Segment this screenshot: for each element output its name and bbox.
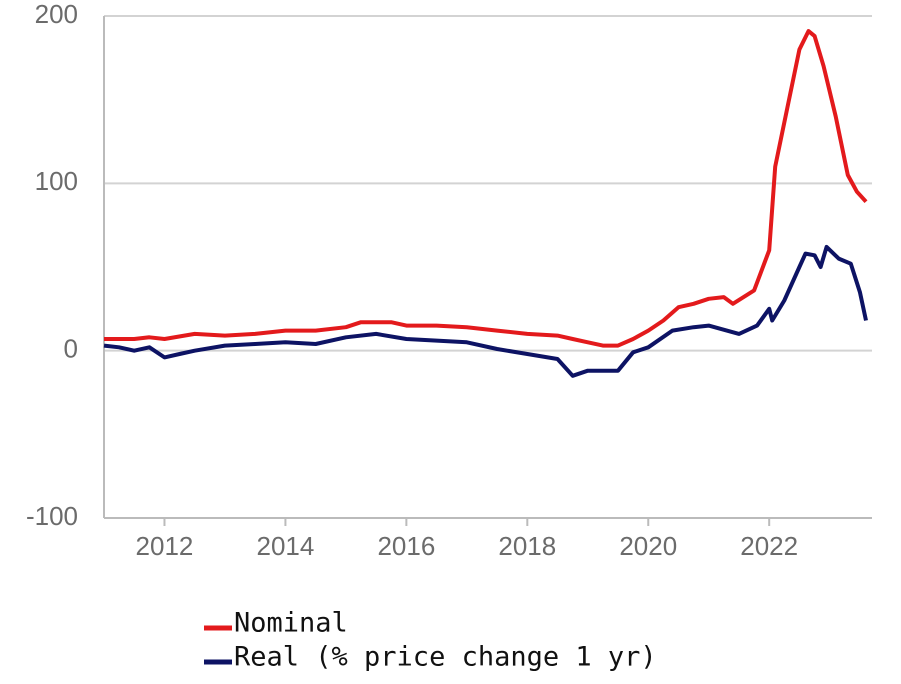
y-tick-label: 100 bbox=[35, 166, 78, 196]
y-tick-label: 0 bbox=[64, 334, 78, 364]
y-tick-label: -100 bbox=[26, 501, 78, 531]
x-tick-label: 2012 bbox=[136, 531, 194, 561]
x-tick-label: 2020 bbox=[619, 531, 677, 561]
x-tick-label: 2014 bbox=[256, 531, 314, 561]
series-line bbox=[104, 29, 868, 348]
x-tick-label: 2016 bbox=[377, 531, 435, 561]
x-tick-label: 2018 bbox=[498, 531, 556, 561]
legend-label: Real (% price change 1 yr) bbox=[234, 642, 657, 673]
y-tick-label: 200 bbox=[35, 0, 78, 29]
x-tick-label: 2022 bbox=[740, 531, 798, 561]
series-line bbox=[103, 244, 868, 378]
legend-label: Nominal bbox=[234, 608, 348, 639]
